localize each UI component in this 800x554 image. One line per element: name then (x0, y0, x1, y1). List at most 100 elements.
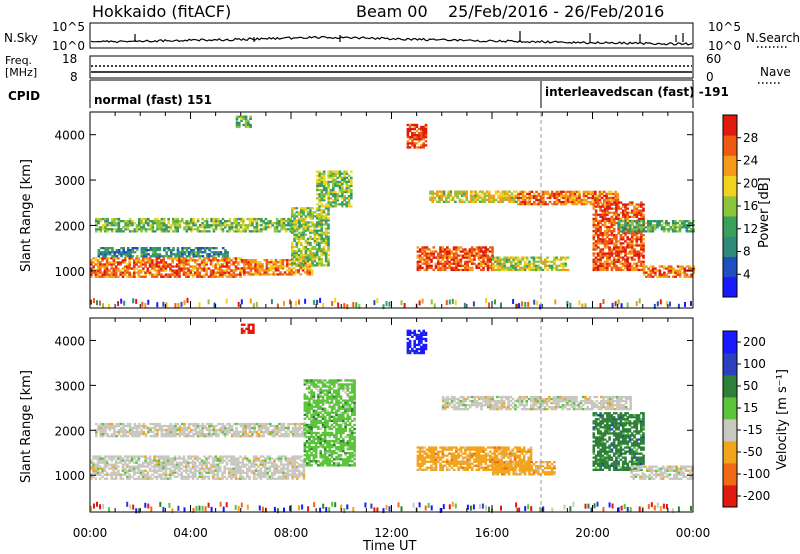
echo-cell (225, 265, 229, 268)
echo-cell (255, 217, 259, 221)
echo-cell (537, 268, 540, 272)
echo-cell (192, 433, 195, 436)
echo-cell (297, 231, 301, 234)
echo-cell (482, 254, 485, 257)
echo-cell (637, 230, 641, 233)
echo-cell (601, 209, 605, 212)
echo-cell (446, 252, 449, 255)
echo-cell (182, 469, 186, 472)
echo-cell (264, 217, 268, 221)
echo-cell (539, 304, 542, 310)
echo-cell (103, 273, 107, 276)
echo-cell (258, 269, 262, 272)
echo-cell (606, 268, 609, 272)
echo-cell (162, 428, 166, 432)
echo-cell (153, 263, 156, 266)
echo-cell (606, 242, 609, 245)
echo-cell (194, 469, 197, 472)
echo-cell (148, 463, 152, 466)
echo-cell (133, 477, 136, 480)
echo-cell (191, 455, 195, 458)
echo-cell (475, 266, 478, 269)
echo-cell (587, 200, 590, 204)
echo-cell (685, 273, 689, 276)
echo-cell (343, 176, 346, 179)
echo-cell (114, 269, 118, 272)
echo-cell (203, 424, 207, 428)
echo-cell (249, 273, 253, 276)
echo-cell (104, 224, 107, 227)
echo-cell (141, 301, 144, 307)
echo-cell (153, 267, 156, 270)
echo-cell (474, 194, 477, 197)
echo-cell (243, 271, 246, 274)
echo-cell (151, 265, 154, 268)
echo-cell (300, 231, 303, 234)
echo-cell (218, 265, 222, 268)
echo-cell (551, 194, 554, 198)
echo-cell (291, 209, 294, 212)
echo-cell (615, 254, 618, 257)
echo-cell (320, 241, 323, 245)
echo-cell (97, 426, 100, 430)
echo-cell (610, 223, 614, 227)
echo-cell (176, 230, 179, 233)
echo-cell (190, 249, 193, 252)
echo-cell (244, 121, 248, 125)
echo-cell (523, 190, 527, 193)
echo-cell (599, 303, 602, 308)
echo-cell (685, 220, 689, 223)
echo-cell (110, 433, 114, 436)
echo-cell (484, 256, 488, 259)
echo-cell (322, 215, 326, 218)
echo-cell (332, 176, 335, 179)
echo-cell (304, 241, 308, 245)
echo-cell (637, 268, 641, 272)
echo-cell (245, 271, 248, 274)
echo-cell (142, 255, 146, 258)
echo-cell (642, 213, 645, 216)
echo-cell (626, 211, 629, 214)
echo-cell (621, 256, 625, 259)
echo-cell (181, 249, 184, 252)
echo-cell (230, 228, 234, 231)
echo-cell (149, 226, 152, 229)
echo-cell (157, 263, 161, 266)
echo-cell (165, 435, 168, 438)
echo-cell (624, 213, 627, 216)
echo-cell (437, 252, 440, 255)
cpid-segment-interleaved: interleavedscan (fast) -191 (545, 85, 729, 99)
echo-cell (599, 264, 602, 267)
echo-cell (519, 192, 522, 196)
echo-cell (219, 426, 222, 430)
echo-cell (201, 430, 204, 434)
echo-cell (123, 259, 127, 262)
echo-cell (196, 424, 200, 428)
echo-cell (172, 249, 175, 252)
echo-cell (608, 246, 611, 249)
echo-cell (637, 260, 641, 263)
echo-cell (651, 230, 655, 233)
echo-cell (601, 219, 605, 223)
echo-cell (316, 170, 319, 173)
echo-cell (160, 224, 164, 227)
echo-cell (190, 430, 193, 434)
echo-cell (196, 455, 199, 458)
echo-cell (156, 433, 159, 436)
echo-cell (692, 267, 696, 270)
echo-cell (559, 268, 563, 272)
echo-cell (621, 238, 625, 241)
echo-cell (173, 463, 177, 466)
echo-cell (304, 233, 308, 236)
echo-cell (564, 268, 567, 272)
echo-cell (610, 232, 614, 235)
echo-cell (637, 264, 641, 267)
echo-cell (174, 222, 177, 225)
echo-cell (544, 262, 547, 265)
echo-cell (334, 178, 337, 181)
echo-cell (603, 252, 607, 255)
echo-cell (313, 260, 317, 263)
echo-cell (155, 459, 159, 462)
echo-cell (324, 227, 328, 230)
echo-cell (592, 230, 596, 233)
